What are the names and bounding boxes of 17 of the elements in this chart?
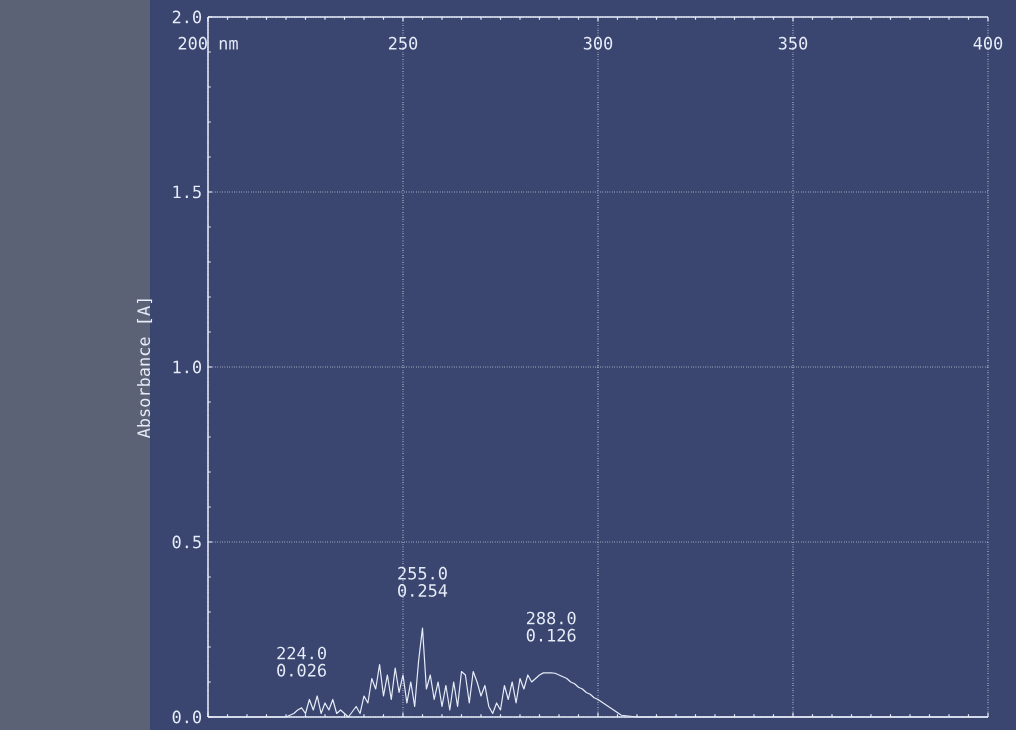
- annotation: 0.254: [398, 584, 448, 597]
- annotation: 288.0: [526, 611, 576, 625]
- annotation: 0.026: [277, 663, 326, 677]
- x-tick-label: 400: [973, 36, 1003, 50]
- y-axis-title: Absorbance [A]: [136, 299, 153, 439]
- annotation: 255.0: [398, 566, 447, 580]
- annotation: 0.126: [526, 628, 576, 642]
- x-tick-label: 300: [583, 36, 613, 50]
- y-tick-label: 2.0: [172, 10, 202, 24]
- annotation: 224.0: [277, 646, 326, 660]
- x-tick-label: 200 nm: [178, 36, 238, 50]
- y-tick-label: 0.0: [172, 710, 202, 724]
- x-tick-label: 350: [778, 36, 808, 50]
- x-tick-label: 250: [388, 36, 418, 50]
- y-tick-label: 1.0: [173, 360, 202, 374]
- y-tick-label: 1.5: [173, 185, 201, 199]
- y-tick-label: 0.5: [172, 535, 201, 549]
